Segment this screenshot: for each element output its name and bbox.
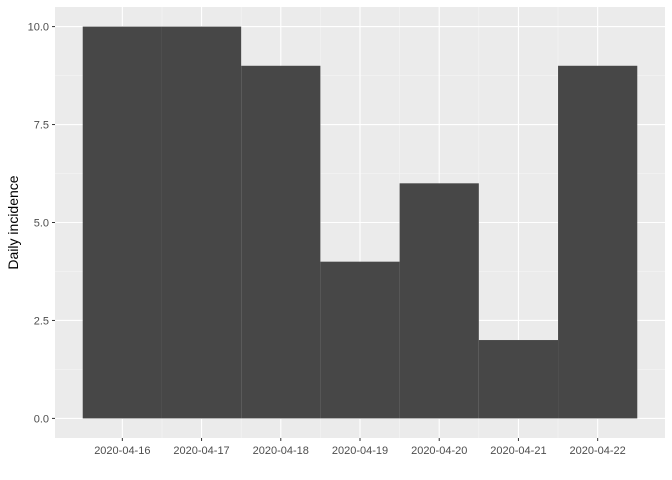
bar: [320, 261, 400, 419]
x-tick-label: 2020-04-16: [94, 445, 150, 457]
y-tick-label: 10.0: [28, 22, 49, 34]
y-axis: 0.0 2.5 5.0 7.5 10.0: [28, 22, 55, 425]
y-tick-label: 0.0: [34, 413, 49, 425]
x-tick-label: 2020-04-17: [173, 445, 229, 457]
x-tick-label: 2020-04-21: [490, 445, 546, 457]
bar: [558, 65, 638, 419]
bar: [241, 65, 321, 419]
y-tick-label: 2.5: [34, 315, 49, 327]
bar: [399, 183, 479, 419]
bars: [82, 26, 638, 419]
x-axis: 2020-04-16 2020-04-17 2020-04-18 2020-04-19…: [94, 438, 626, 457]
x-tick-label: 2020-04-18: [253, 445, 309, 457]
x-tick-label: 2020-04-22: [570, 445, 626, 457]
y-tick-label: 7.5: [34, 120, 49, 132]
bar: [82, 26, 162, 419]
x-tick-label: 2020-04-19: [332, 445, 388, 457]
x-tick-label: 2020-04-20: [411, 445, 467, 457]
y-axis-title: Daily incidence: [5, 175, 21, 269]
y-tick-label: 5.0: [34, 218, 49, 230]
bar: [478, 340, 559, 419]
bar: [161, 26, 242, 419]
